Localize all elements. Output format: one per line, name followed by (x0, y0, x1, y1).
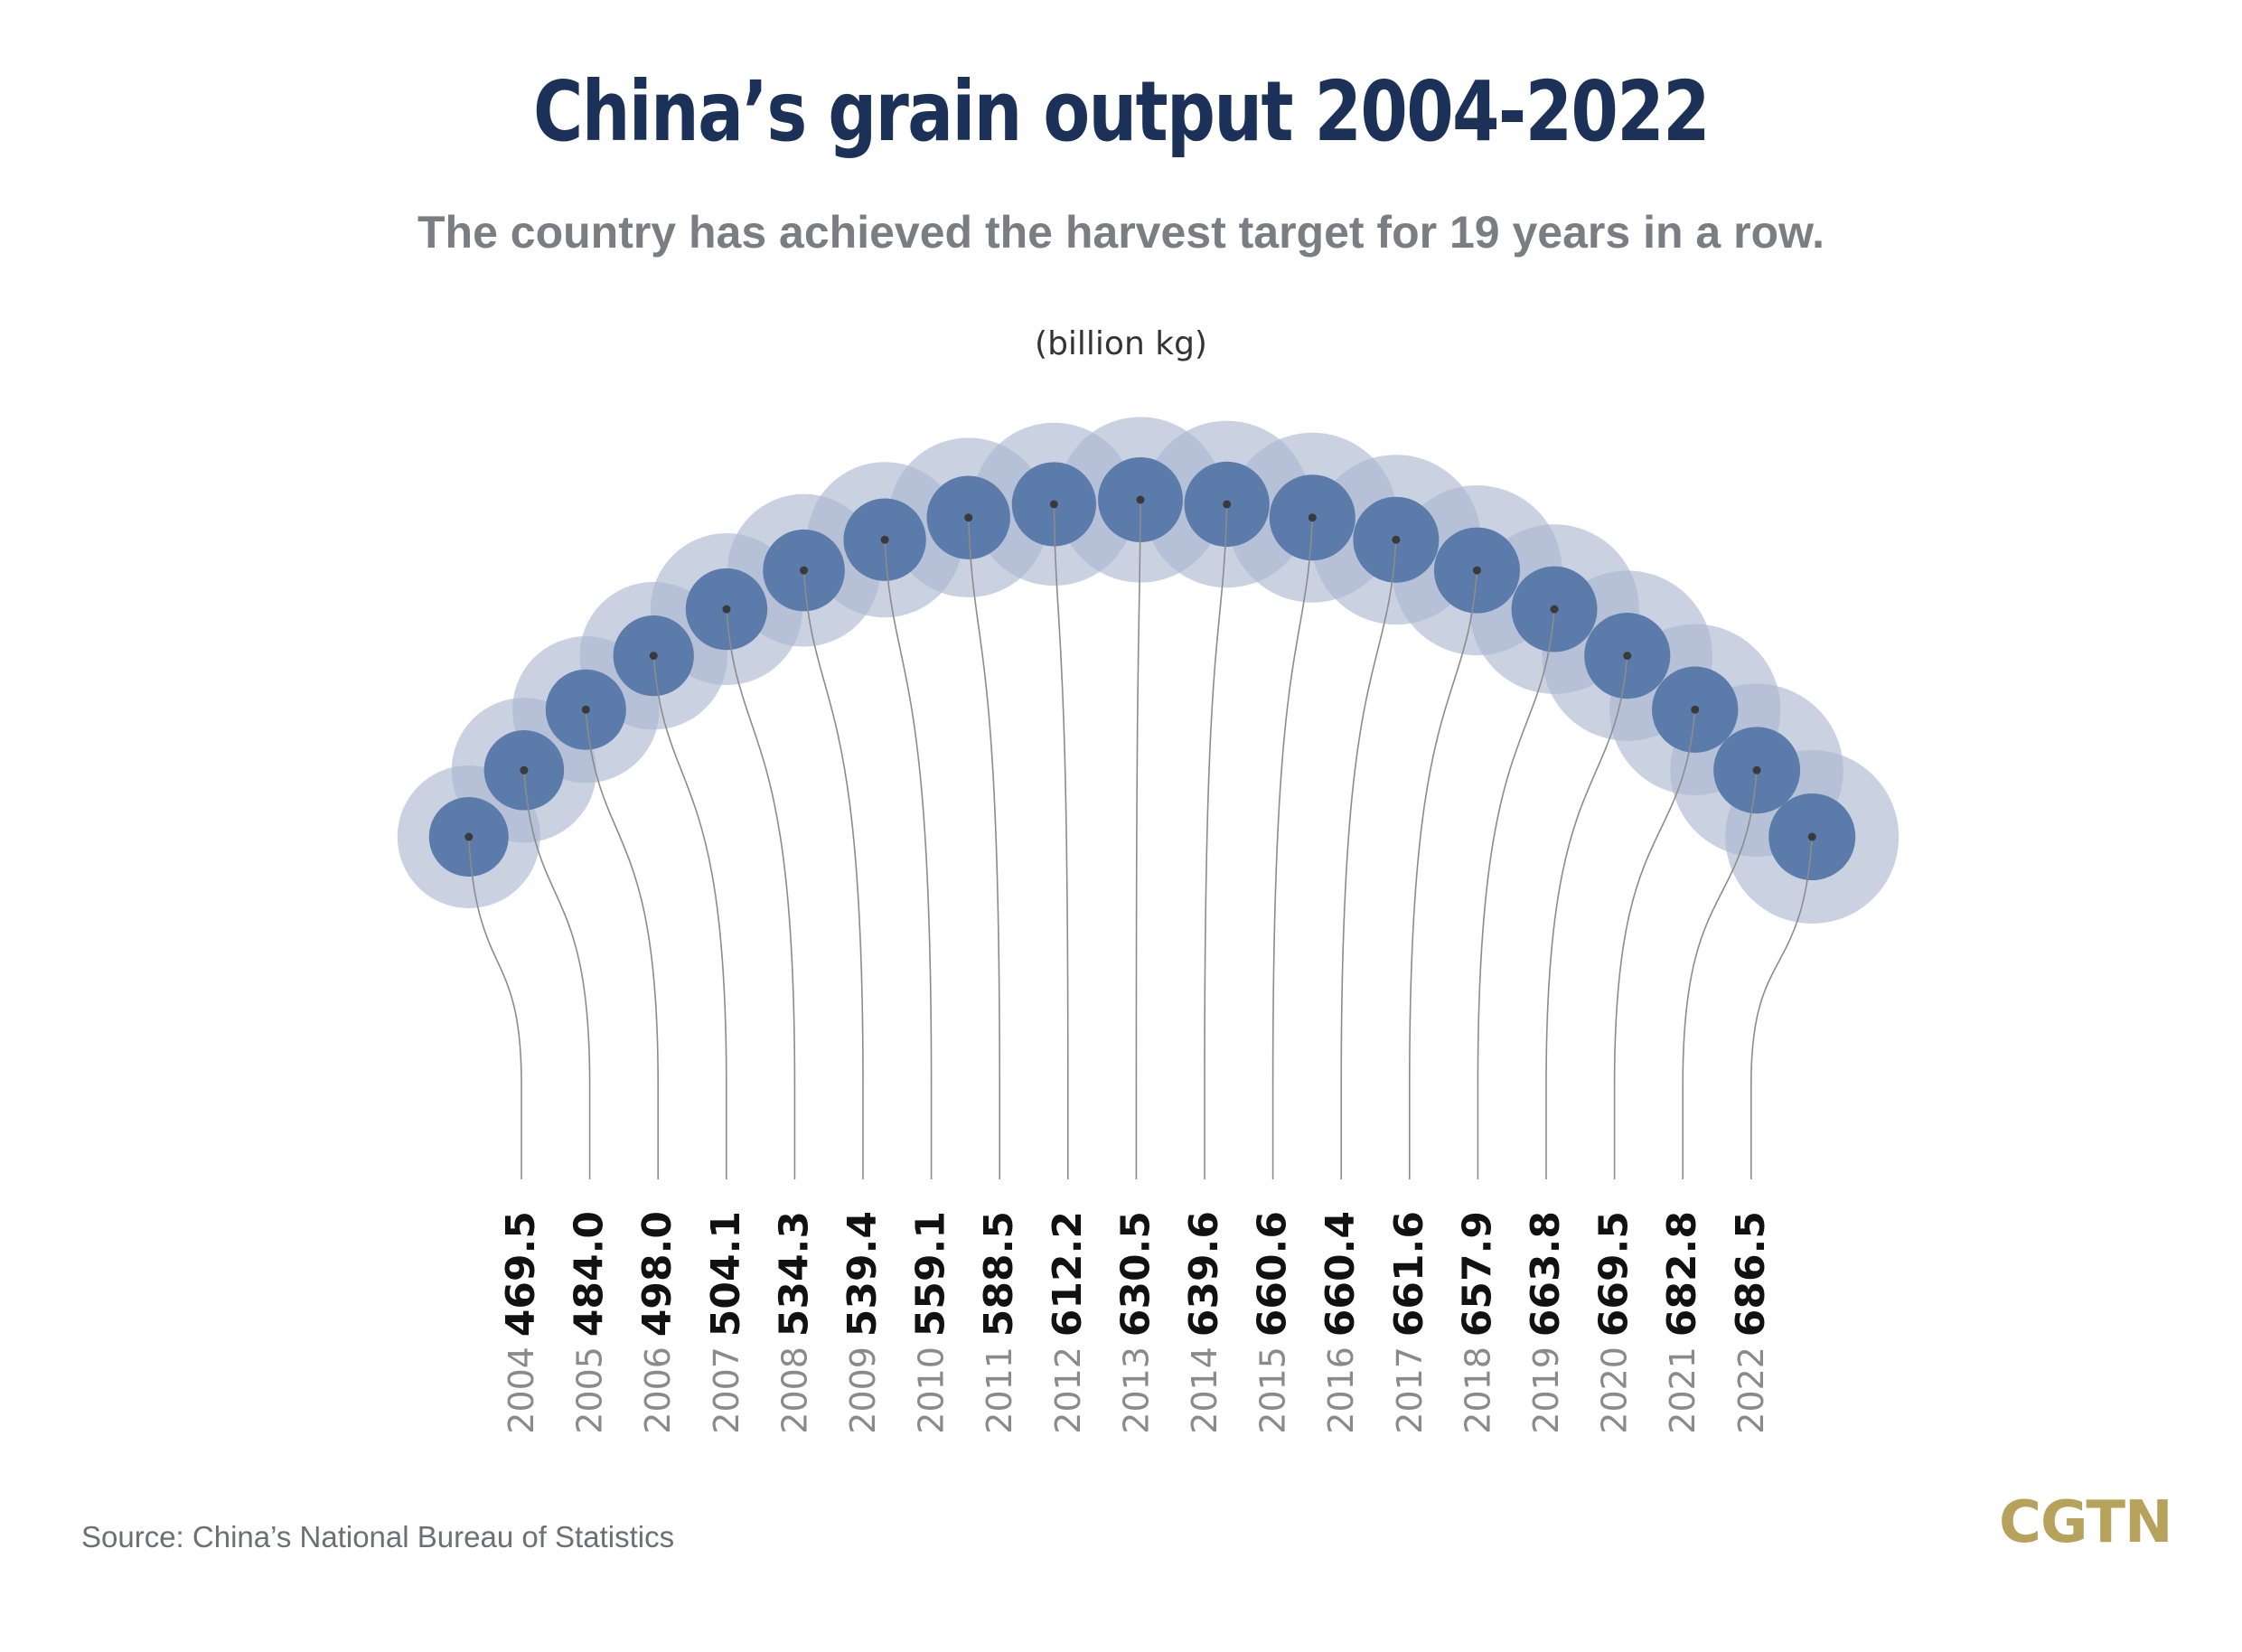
year-label-2014: 2014 (1185, 1347, 1224, 1434)
center-dot-2012 (1049, 500, 1058, 509)
leader-line-2013 (1135, 499, 1141, 1179)
value-label-2014: 639.6 (1181, 1211, 1227, 1337)
leader-line-2020 (1613, 709, 1696, 1179)
center-dot-2011 (964, 513, 973, 522)
leader-line-2004 (467, 836, 522, 1179)
center-dot-2009 (800, 566, 809, 575)
leader-line-2014 (1204, 503, 1228, 1179)
value-label-2015: 660.6 (1250, 1211, 1296, 1337)
cgtn-logo: CGTN (1999, 1489, 2173, 1556)
year-label-2022: 2022 (1731, 1347, 1771, 1434)
year-label-2010: 2010 (912, 1347, 952, 1434)
value-label-2022: 686.5 (1728, 1211, 1774, 1337)
value-label-2019: 663.8 (1523, 1211, 1569, 1337)
year-label-2021: 2021 (1663, 1347, 1703, 1434)
inner-circles (428, 457, 1856, 881)
year-label-2007: 2007 (707, 1347, 746, 1434)
value-label-2020: 669.5 (1591, 1211, 1637, 1337)
leader-line-2008 (726, 609, 796, 1179)
value-label-2013: 630.5 (1112, 1211, 1159, 1337)
value-label-2021: 682.8 (1659, 1211, 1705, 1337)
value-label-2004: 469.5 (498, 1211, 544, 1337)
year-label-2017: 2017 (1390, 1347, 1430, 1434)
unit-label: (billion kg) (1035, 325, 1207, 362)
center-dot-2020 (1691, 705, 1700, 714)
leader-line-2005 (523, 770, 591, 1179)
leader-line-2012 (1053, 503, 1069, 1179)
leader-line-2006 (585, 709, 659, 1179)
value-label-2007: 504.1 (703, 1211, 749, 1337)
year-label-2020: 2020 (1595, 1347, 1635, 1434)
value-label-2016: 660.4 (1318, 1211, 1364, 1337)
center-dot-2005 (520, 765, 529, 774)
year-label-2018: 2018 (1458, 1347, 1497, 1434)
center-dot-2006 (581, 705, 590, 714)
year-label-2008: 2008 (774, 1347, 814, 1434)
center-dot-2019 (1623, 652, 1632, 661)
value-label-2011: 588.5 (976, 1211, 1022, 1337)
center-dot-2021 (1752, 765, 1761, 774)
year-label-2009: 2009 (843, 1347, 883, 1434)
chart-subtitle: The country has achieved the harvest tar… (417, 207, 1825, 258)
leader-line-2019 (1545, 655, 1628, 1179)
leader-line-2022 (1750, 836, 1814, 1179)
center-dot-2008 (722, 605, 731, 614)
year-labels: 2004 2005 2006 2007 2008 2009 2010 2011 2012 2013… (502, 1347, 1771, 1434)
year-label-2019: 2019 (1526, 1347, 1566, 1434)
value-label-2017: 661.6 (1386, 1211, 1432, 1337)
source-note: Source: China’s National Bureau of Stati… (81, 1520, 675, 1553)
leader-line-2007 (652, 655, 727, 1179)
leader-line-2009 (802, 570, 864, 1179)
center-dots (464, 495, 1816, 841)
leader-line-2015 (1271, 517, 1314, 1179)
year-label-2012: 2012 (1048, 1347, 1088, 1434)
year-label-2004: 2004 (502, 1347, 541, 1434)
leader-line-2010 (884, 540, 933, 1179)
leader-lines (467, 499, 1814, 1179)
value-label-2008: 534.3 (771, 1211, 817, 1337)
value-label-2010: 559.1 (908, 1211, 954, 1337)
leader-line-2017 (1409, 570, 1478, 1179)
center-dot-2014 (1223, 500, 1232, 509)
year-label-2015: 2015 (1253, 1347, 1293, 1434)
center-dot-2017 (1472, 566, 1481, 575)
value-labels: 469.5 484.0 498.0 504.1 534.3 539.4 559.1 588.5… (498, 1211, 1774, 1337)
center-dot-2018 (1550, 605, 1559, 614)
center-dot-2013 (1136, 495, 1145, 504)
leader-line-2011 (967, 517, 1000, 1179)
center-dot-2015 (1308, 513, 1317, 522)
value-label-2012: 612.2 (1045, 1211, 1091, 1337)
center-dot-2016 (1392, 535, 1401, 544)
year-label-2005: 2005 (570, 1347, 610, 1434)
year-label-2011: 2011 (980, 1347, 1019, 1434)
year-label-2013: 2013 (1116, 1347, 1156, 1434)
center-dot-2010 (880, 535, 889, 544)
leader-line-2018 (1477, 609, 1555, 1179)
center-dot-2007 (649, 652, 658, 661)
leader-line-2016 (1340, 540, 1397, 1179)
year-label-2016: 2016 (1321, 1347, 1361, 1434)
value-label-2005: 484.0 (567, 1211, 613, 1337)
center-dot-2004 (464, 832, 474, 841)
value-label-2006: 498.0 (634, 1211, 680, 1337)
leader-line-2021 (1682, 770, 1758, 1179)
value-label-2018: 657.9 (1454, 1211, 1500, 1337)
chart-title: China’s grain output 2004-2022 (532, 63, 1711, 160)
year-label-2006: 2006 (638, 1347, 678, 1434)
center-dot-2022 (1807, 832, 1816, 841)
value-label-2009: 539.4 (840, 1211, 886, 1337)
